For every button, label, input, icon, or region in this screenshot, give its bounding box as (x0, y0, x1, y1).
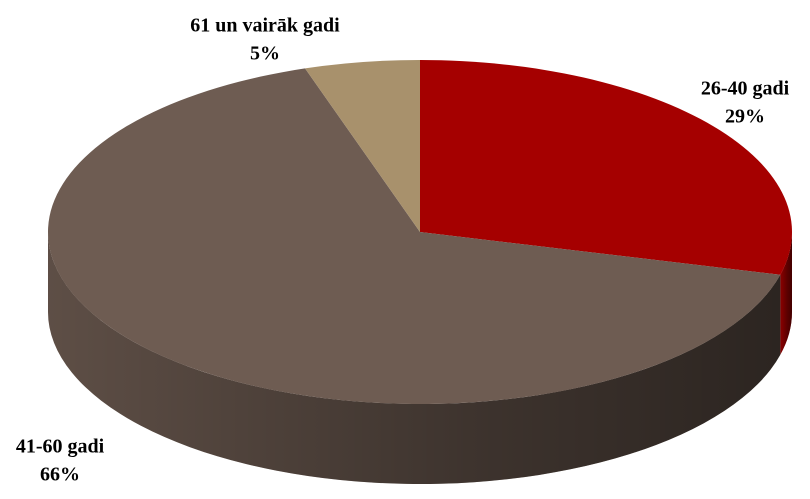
data-label-value: 5% (250, 43, 280, 65)
data-label-name: 41-60 gadi (16, 436, 105, 458)
data-label-value: 66% (40, 464, 80, 486)
data-label-name: 61 un vairāk gadi (190, 15, 340, 37)
data-label-value: 29% (725, 106, 765, 128)
slice-side-shade (48, 232, 781, 485)
slice (47, 68, 781, 405)
slice-side-shade (780, 232, 792, 355)
slice (305, 60, 420, 232)
slice (420, 60, 792, 275)
data-label-name: 26-40 gadi (701, 78, 790, 100)
